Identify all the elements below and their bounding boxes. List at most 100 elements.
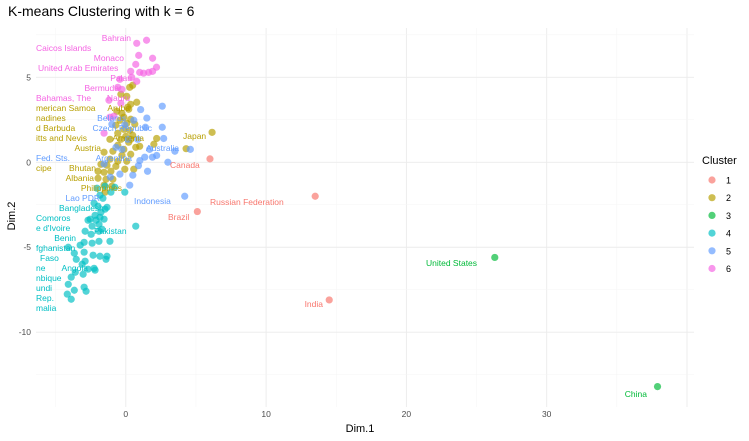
point-cluster-4: [93, 184, 101, 192]
point-cluster-4: [71, 268, 79, 276]
point-label: ne: [36, 263, 46, 273]
point-cluster-2: [107, 167, 115, 175]
point-cluster-4: [94, 202, 102, 210]
point-label: Bermuda: [85, 83, 120, 93]
point-cluster-4: [87, 230, 95, 238]
point-cluster-5: [160, 134, 168, 143]
legend-key-2: [708, 194, 716, 202]
point-label: Benin: [54, 233, 76, 243]
point-cluster-5: [126, 181, 134, 189]
point-cluster-6: [148, 54, 157, 62]
point-cluster-6: [105, 96, 113, 104]
point-cluster-5: [108, 120, 116, 128]
point-cluster-6: [135, 51, 143, 59]
point-cluster-4: [84, 265, 92, 273]
point-cluster-2: [123, 157, 131, 165]
point-label: Aruba: [107, 103, 130, 113]
point-label: Pakistan: [94, 226, 127, 236]
point-cluster-5: [112, 143, 120, 151]
point-cluster-5: [124, 135, 132, 143]
point-label: Czech Republic: [92, 123, 152, 133]
point-label: fghanistan: [36, 243, 75, 253]
point-cluster-4: [96, 252, 104, 260]
chart-title: K-means Clustering with k = 6: [8, 3, 195, 19]
point-label: Canada: [170, 160, 200, 170]
x-tick-label: 20: [402, 409, 412, 419]
point-label: Nauru: [107, 93, 130, 103]
x-tick-label: 10: [261, 409, 271, 419]
point-cluster-4: [72, 255, 80, 263]
point-label: Brazil: [168, 212, 189, 222]
point-cluster-2: [106, 135, 114, 143]
point-cluster-5: [146, 145, 154, 153]
legend: Cluster 1 2 3 4 5 6: [702, 155, 737, 274]
point-cluster-4: [76, 241, 84, 249]
point-cluster-5: [130, 116, 138, 124]
point-cluster-6: [106, 113, 114, 121]
point-label: Comoros: [36, 213, 70, 223]
legend-label: 6: [726, 264, 731, 274]
point-label: Bhutan: [69, 163, 96, 173]
point-cluster-5: [164, 158, 172, 166]
x-axis-label: Dim.1: [346, 423, 375, 435]
point-cluster-4: [101, 182, 109, 190]
point-cluster-4: [63, 290, 71, 298]
point-cluster-2: [94, 174, 102, 182]
point-label: Angola: [62, 263, 89, 273]
point-cluster-6: [128, 73, 136, 81]
point-cluster-6: [133, 39, 141, 47]
point-cluster-2: [100, 168, 108, 176]
point-cluster-4: [98, 225, 106, 233]
point-label: Bahrain: [102, 33, 132, 43]
point-cluster-5: [171, 147, 179, 155]
point-cluster-4: [80, 248, 88, 256]
point-cluster-5: [143, 167, 152, 175]
point-label: Japan: [183, 131, 206, 141]
point-cluster-5: [143, 114, 151, 122]
point-cluster-4: [107, 188, 115, 196]
point-cluster-6: [117, 99, 125, 107]
point-cluster-4: [64, 280, 72, 288]
point-cluster-5: [116, 170, 124, 178]
point-cluster-4: [99, 194, 107, 202]
point-cluster-4: [70, 249, 78, 257]
point-cluster-2: [116, 116, 124, 124]
point-label: Lao PDR: [66, 193, 101, 203]
point-label: Belarus: [97, 113, 126, 123]
point-cluster-4: [102, 255, 110, 263]
point-cluster-4: [106, 237, 114, 245]
point-cluster-2: [127, 150, 135, 158]
point-label: cipe: [36, 163, 52, 173]
point-cluster-6: [132, 60, 140, 68]
point-cluster-6: [140, 69, 148, 77]
legend-key-4: [708, 229, 716, 237]
point-cluster-2: [118, 151, 126, 159]
legend-label: 3: [726, 211, 731, 221]
legend-key-6: [708, 264, 716, 273]
point-label: Monaco: [94, 53, 125, 63]
point-cluster-4: [81, 227, 89, 235]
point-cluster-6: [116, 75, 124, 83]
point-cluster-4: [132, 222, 140, 230]
y-tick-label: 0: [26, 157, 31, 167]
point-cluster-2: [123, 92, 131, 100]
point-cluster-5: [121, 121, 129, 129]
point-cluster-2: [94, 167, 102, 175]
point-cluster-4: [90, 264, 98, 272]
point-cluster-2: [117, 135, 125, 143]
point-cluster-6: [100, 129, 108, 137]
legend-key-5: [708, 247, 716, 255]
point-cluster-4: [84, 216, 92, 224]
point-label: Bahamas, The: [36, 93, 91, 103]
point-cluster-5: [134, 135, 142, 143]
point-label: Fed. Sts.: [36, 153, 70, 163]
point-cluster-5: [100, 160, 108, 168]
point-label: malia: [36, 303, 57, 313]
legend-label: 4: [726, 229, 731, 239]
point-cluster-2: [150, 140, 158, 148]
point-cluster-1: [325, 296, 333, 304]
point-cluster-4: [100, 215, 108, 223]
point-cluster-4: [89, 251, 97, 259]
point-cluster-4: [121, 188, 129, 196]
